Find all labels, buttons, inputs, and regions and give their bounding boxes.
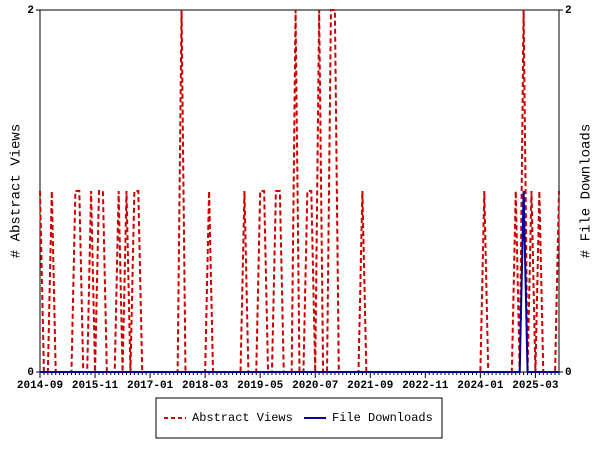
series-line bbox=[40, 190, 559, 373]
y2-axis-title: # File Downloads bbox=[579, 124, 595, 258]
x-tick-label: 2022-11 bbox=[402, 380, 449, 392]
x-tick-label: 2015-11 bbox=[72, 380, 119, 392]
legend-box bbox=[155, 397, 443, 439]
legend-label: Abstract Views bbox=[192, 411, 293, 425]
x-tick-label: 2019-05 bbox=[237, 380, 284, 392]
y-tick-label: 2 bbox=[27, 5, 34, 17]
legend-label: File Downloads bbox=[332, 411, 433, 425]
y-axis-title: # Abstract Views bbox=[9, 124, 25, 258]
series-line bbox=[39, 9, 560, 373]
x-tick-label: 2018-03 bbox=[182, 380, 229, 392]
x-tick-label: 2021-09 bbox=[347, 380, 393, 392]
y2-tick-label: 2 bbox=[565, 5, 572, 17]
y2-tick-label: 0 bbox=[565, 367, 572, 379]
x-tick-label: 2024-01 bbox=[457, 380, 504, 392]
x-tick-label: 2025-03 bbox=[512, 380, 559, 392]
x-tick-label: 2017-01 bbox=[127, 380, 174, 392]
x-tick-label: 2014-09 bbox=[17, 380, 63, 392]
y-tick-label: 0 bbox=[27, 367, 34, 379]
x-tick-label: 2020-07 bbox=[292, 380, 338, 392]
